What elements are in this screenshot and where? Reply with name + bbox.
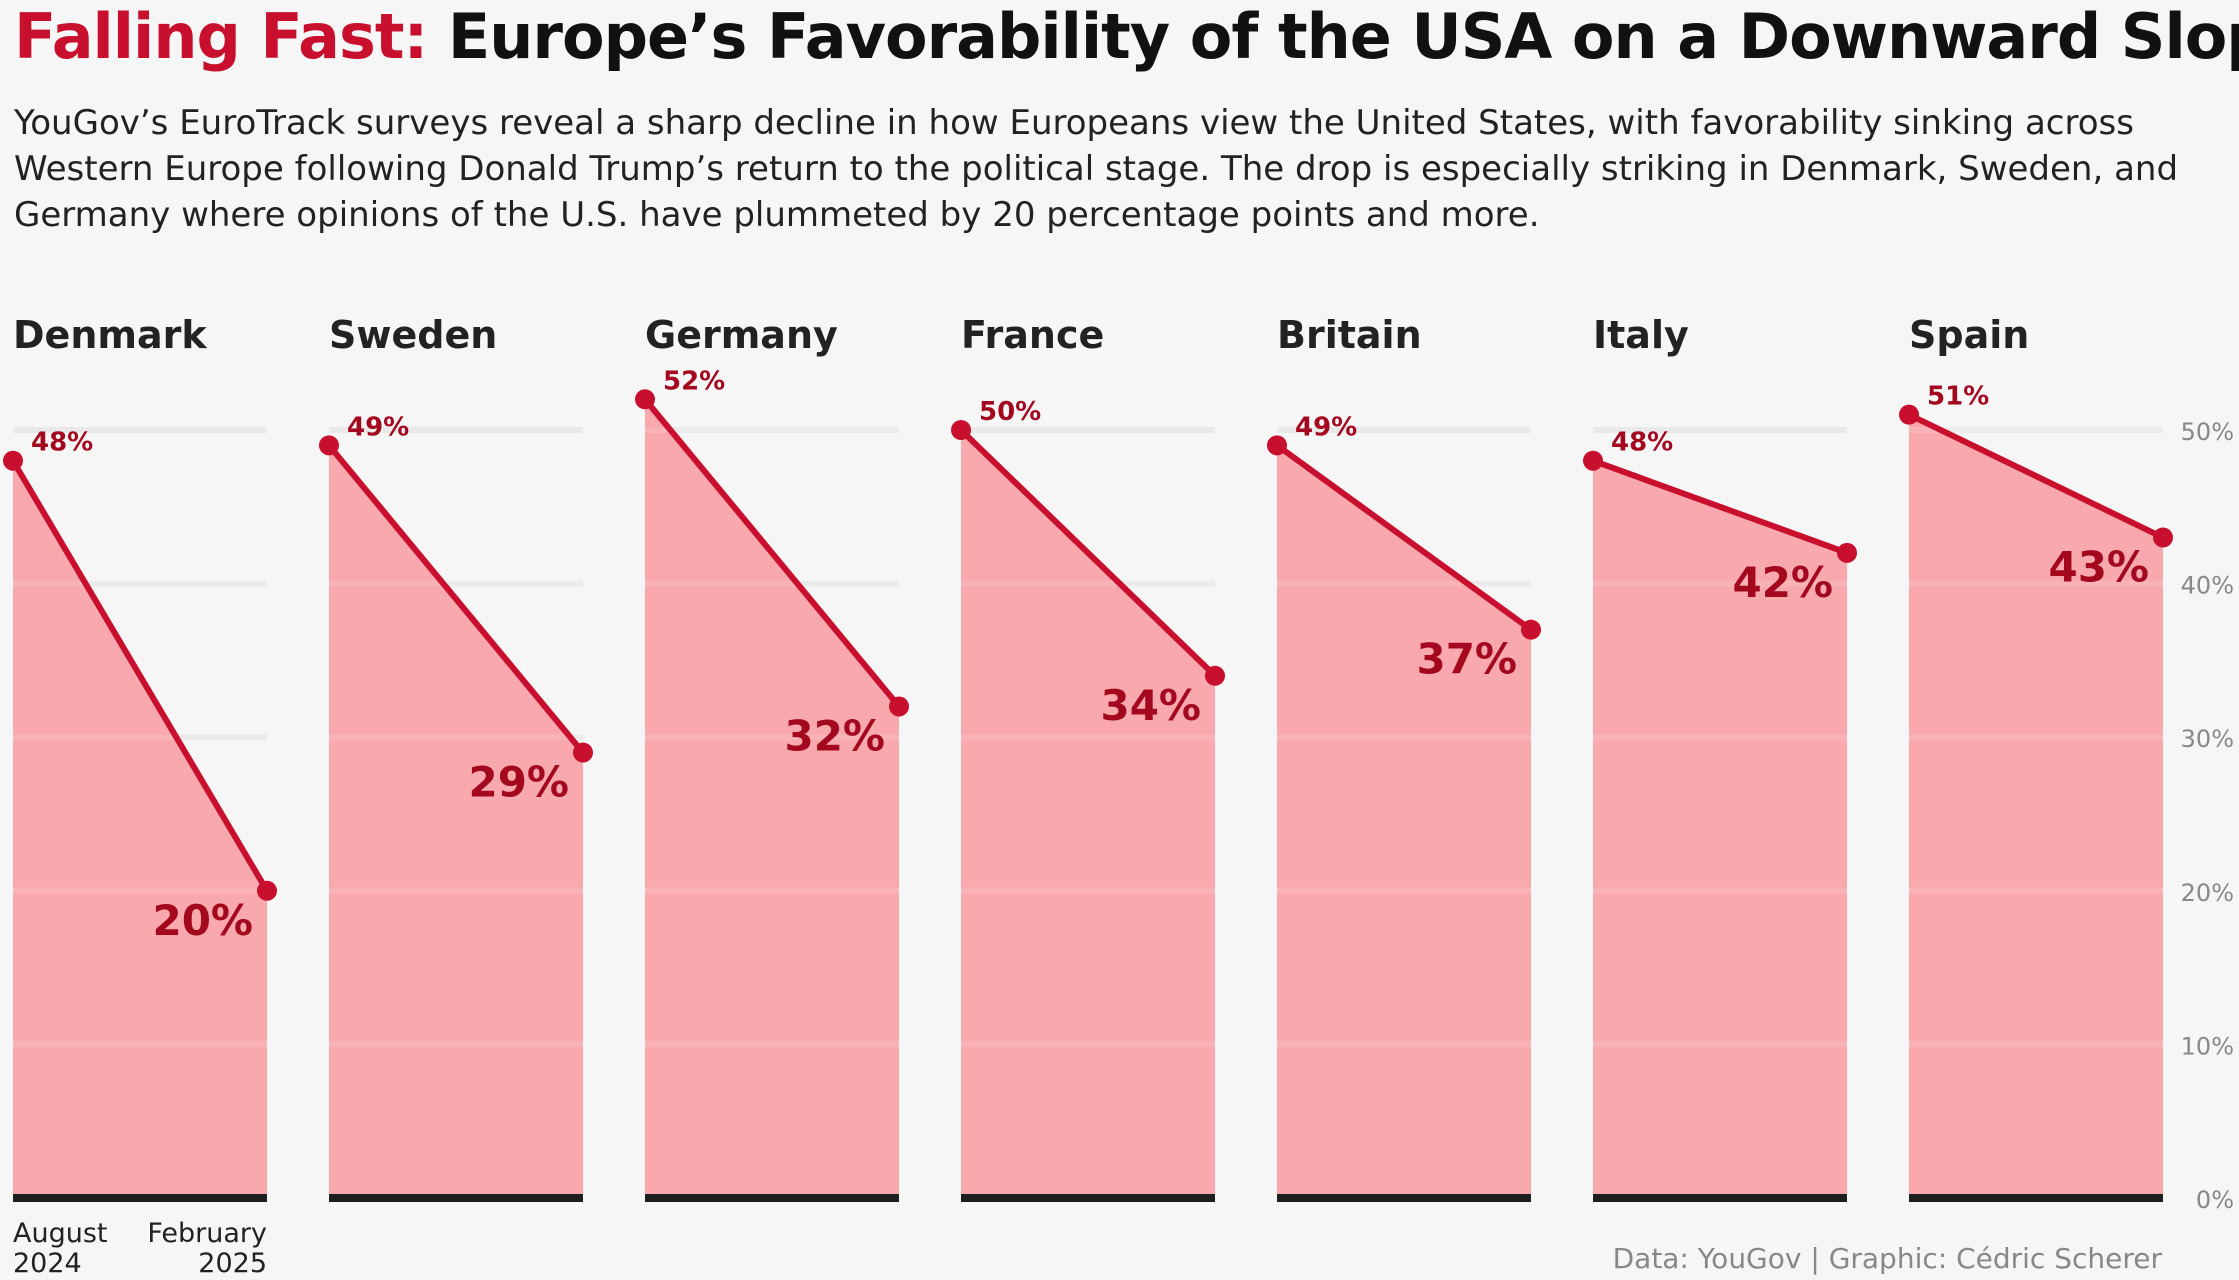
point-end-denmark (257, 880, 277, 901)
panel-title-france: France (961, 313, 1104, 357)
label-end-germany: 32% (784, 711, 885, 760)
x-label-end-line1: February (147, 1218, 267, 1249)
panel-title-italy: Italy (1593, 313, 1689, 357)
title-rest: Europe’s Favorability of the USA on a Do… (447, 0, 2239, 73)
area-denmark (13, 460, 267, 1199)
point-start-italy (1583, 450, 1603, 471)
y-tick-label-50: 50% (2181, 418, 2234, 446)
label-start-britain: 49% (1295, 412, 1357, 442)
point-end-sweden (573, 742, 593, 763)
label-start-spain: 51% (1927, 382, 1989, 412)
y-tick-label-10: 10% (2181, 1032, 2234, 1060)
y-tick-label-30: 30% (2181, 725, 2234, 753)
line-denmark (10, 457, 270, 894)
area-sweden (329, 445, 583, 1198)
area-france (961, 430, 1215, 1198)
x-label-start-line2: 2024 (13, 1248, 82, 1279)
chart-title: Falling Fast: Europe’s Favorability of t… (14, 0, 2239, 73)
point-end-germany (889, 696, 909, 717)
y-tick-label-20: 20% (2181, 879, 2234, 907)
point-start-spain (1899, 404, 1919, 425)
area-italy (1593, 460, 1847, 1199)
label-end-italy: 42% (1732, 558, 1833, 607)
y-tick-label-0: 0% (2196, 1186, 2234, 1214)
line-france (958, 427, 1218, 679)
title-highlight: Falling Fast: (14, 0, 428, 73)
line-spain (1906, 411, 2166, 541)
label-end-france: 34% (1100, 681, 1201, 730)
point-start-sweden (319, 435, 339, 456)
source-caption: Data: YouGov | Graphic: Cédric Scherer (1612, 1242, 2162, 1275)
point-end-italy (1837, 542, 1857, 563)
label-end-britain: 37% (1416, 635, 1517, 684)
line-sweden (326, 442, 586, 756)
point-start-france (951, 420, 971, 440)
point-start-denmark (3, 450, 23, 471)
label-start-denmark: 48% (31, 428, 93, 458)
x-label-end-line2: 2025 (198, 1248, 267, 1279)
area-spain (1909, 414, 2163, 1198)
x-label-start-line1: August (13, 1218, 108, 1249)
panel-title-germany: Germany (645, 313, 838, 357)
label-start-sweden: 49% (347, 412, 409, 442)
panel-title-denmark: Denmark (13, 313, 207, 357)
point-end-spain (2153, 527, 2173, 548)
y-tick-label-40: 40% (2181, 572, 2234, 600)
label-end-denmark: 20% (152, 896, 253, 945)
line-italy (1590, 457, 1850, 556)
point-start-germany (635, 389, 655, 410)
panel-title-spain: Spain (1909, 313, 2029, 357)
point-start-britain (1267, 435, 1287, 456)
panel-title-britain: Britain (1277, 313, 1422, 357)
label-end-sweden: 29% (468, 758, 569, 807)
label-start-france: 50% (979, 397, 1041, 427)
panel-title-sweden: Sweden (329, 313, 497, 357)
line-britain (1274, 442, 1534, 633)
label-end-spain: 43% (2048, 543, 2149, 592)
line-germany (642, 396, 902, 710)
label-start-germany: 52% (663, 366, 725, 396)
chart-subtitle: YouGov’s EuroTrack surveys reveal a shar… (14, 103, 2179, 235)
label-start-italy: 48% (1611, 428, 1673, 458)
area-britain (1277, 445, 1531, 1198)
point-end-france (1205, 665, 1225, 686)
area-germany (645, 399, 899, 1198)
point-end-britain (1521, 619, 1541, 640)
